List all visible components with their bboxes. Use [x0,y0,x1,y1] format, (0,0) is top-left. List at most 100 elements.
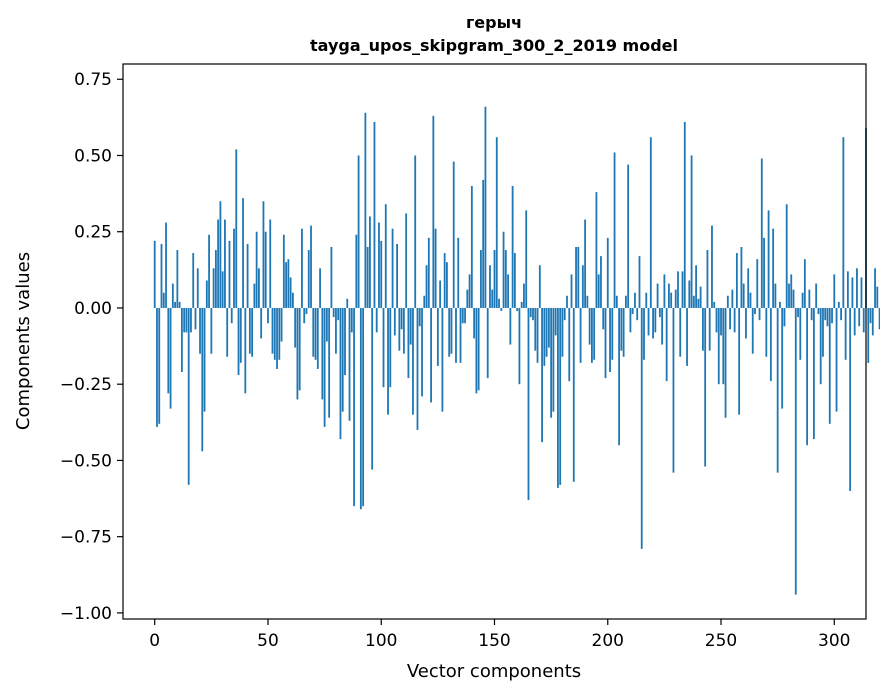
bar-75 [323,307,326,427]
bar-138 [466,289,469,308]
bar-24 [208,234,210,308]
bar-251 [722,307,725,385]
y-tick-label: 0.00 [74,299,112,319]
bar-318 [874,268,876,308]
bar-8 [171,283,174,308]
bar-127 [441,307,444,412]
bar-119 [423,295,426,308]
bar-80 [335,307,337,354]
bar-73 [319,268,321,308]
bar-93 [364,112,367,308]
bar-276 [779,301,781,308]
x-tick-label: 200 [592,631,624,651]
bar-316 [869,307,872,324]
bar-95 [369,216,371,308]
bar-180 [561,307,564,357]
bar-113 [409,307,412,345]
bar-187 [577,246,580,308]
bar-66 [303,307,306,324]
bar-163 [523,283,525,308]
bar-23 [205,280,208,308]
bar-305 [844,307,847,360]
bar-160 [516,307,519,312]
bar-20 [199,307,201,354]
x-tick-label: 0 [149,631,160,651]
bar-256 [733,307,736,333]
bar-91 [359,307,362,510]
bar-238 [692,295,695,308]
bar-191 [586,295,589,308]
bar-297 [826,307,829,327]
bar-40 [244,307,247,394]
bar-209 [627,164,630,308]
bar-79 [332,307,335,318]
bar-226 [665,307,668,382]
bar-298 [828,307,831,424]
bar-287 [803,259,806,308]
bar-26 [212,268,215,308]
x-tick-label: 100 [365,631,397,651]
bar-227 [668,283,670,308]
bar-101 [382,307,385,388]
bar-130 [448,307,451,357]
bar-63 [296,307,299,400]
bar-262 [747,268,750,308]
bar-299 [831,307,833,324]
bar-171 [541,307,543,443]
bar-291 [812,307,815,440]
plot-frame [122,63,867,620]
bar-221 [654,307,657,333]
bar-112 [407,307,410,379]
bar-120 [425,265,428,308]
bar-248 [715,307,718,333]
bar-280 [788,283,790,308]
bar-38 [239,307,242,363]
bar-4 [162,292,165,308]
bar-289 [808,289,811,308]
x-tick-label: 250 [705,631,737,651]
bar-250 [720,307,722,336]
bar-81 [337,307,340,321]
bar-313 [862,307,865,333]
bar-290 [810,307,813,321]
bar-89 [355,234,358,308]
bar-3 [160,243,163,308]
ticks-group: 0 50 100 150 200 250 300 −1.00 −0.75 −0.50 −0.25 0.… [60,70,851,651]
bar-25 [210,307,213,354]
bar-179 [559,307,562,485]
bar-210 [629,307,632,333]
bar-312 [860,277,863,308]
bar-170 [538,265,541,308]
bar-188 [579,307,582,363]
y-axis-label: Components values [13,252,34,430]
bar-259 [740,246,743,308]
y-tick-label: −0.50 [60,451,112,471]
bar-207 [622,307,625,357]
bar-311 [858,307,861,327]
bar-295 [822,307,824,357]
bar-169 [536,307,539,363]
bar-104 [389,307,392,388]
bar-135 [459,307,462,363]
bar-139 [468,274,471,308]
bar-293 [817,307,820,315]
bar-232 [679,307,682,357]
bar-294 [819,307,822,385]
bar-184 [570,274,573,308]
bar-142 [475,307,478,394]
bar-109 [400,307,403,330]
bar-292 [815,283,818,308]
bar-277 [781,307,784,409]
bar-126 [439,280,442,308]
bar-6 [167,307,170,394]
bar-200 [606,237,609,308]
chart-subtitle: tayga_upos_skipgram_300_2_2019 model [310,36,678,55]
bar-196 [597,274,600,308]
bar-234 [683,121,686,308]
bar-240 [697,298,700,308]
bar-17 [192,253,195,308]
bar-58 [285,262,287,308]
bar-43 [251,307,254,357]
bar-300 [833,274,836,308]
bar-283 [794,307,797,595]
